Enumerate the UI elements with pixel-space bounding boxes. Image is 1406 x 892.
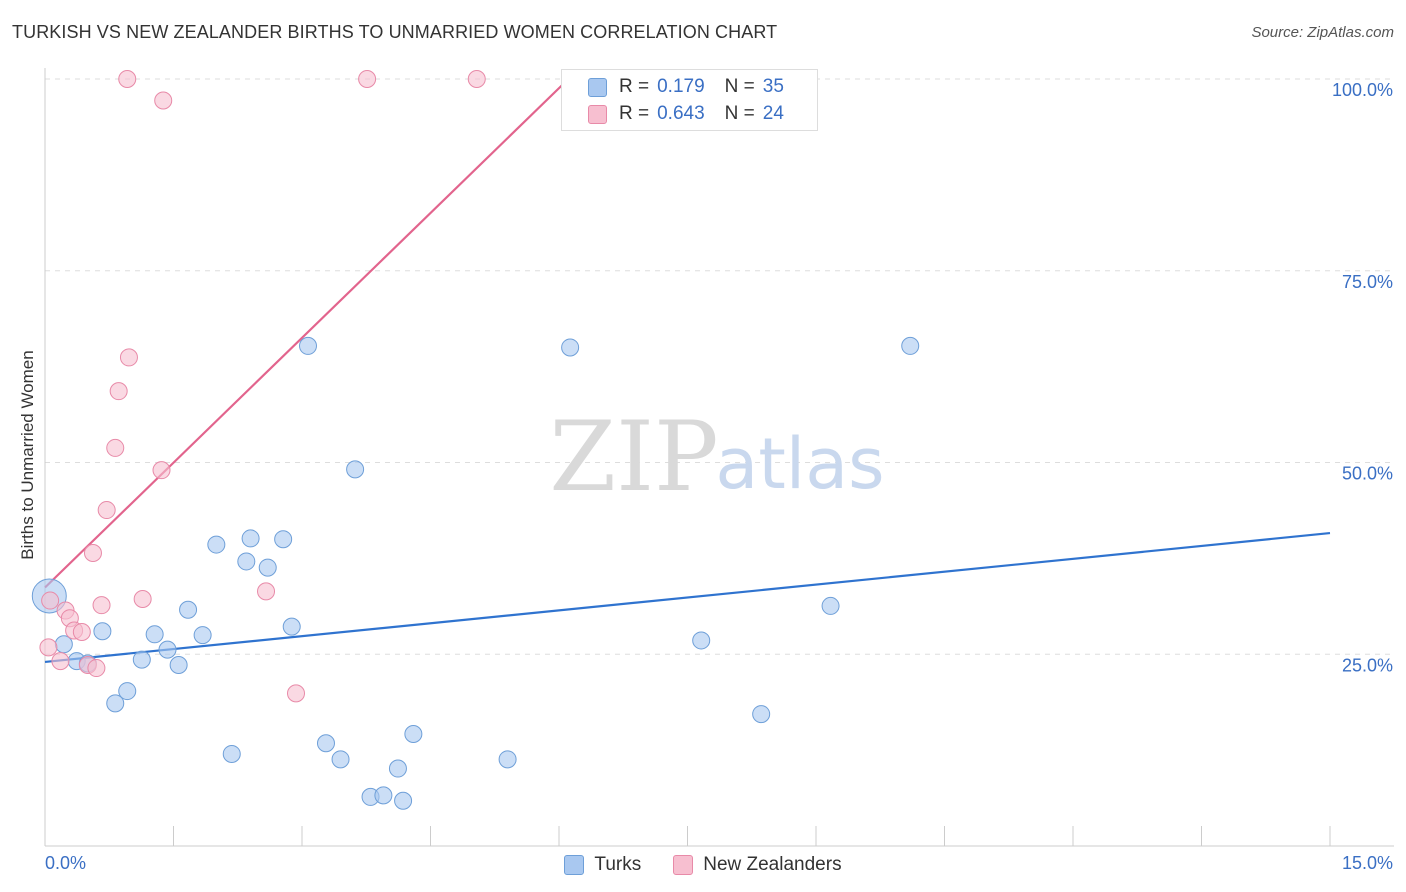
turks-point bbox=[132, 650, 151, 669]
watermark-zip: ZIP bbox=[549, 401, 718, 513]
turks-swatch bbox=[564, 855, 585, 875]
n-label: N = bbox=[724, 103, 755, 124]
legend-label-turks: Turks bbox=[594, 854, 642, 875]
turks-point bbox=[179, 600, 198, 619]
nz-point bbox=[133, 590, 152, 609]
turks-point bbox=[821, 596, 840, 615]
turks-point bbox=[274, 530, 293, 549]
nz-point bbox=[92, 596, 111, 615]
turks-point bbox=[118, 682, 137, 701]
turks-point bbox=[394, 791, 413, 810]
axes bbox=[44, 68, 1394, 847]
turks-point bbox=[258, 558, 277, 577]
turks-point bbox=[298, 336, 317, 355]
turks-point bbox=[331, 750, 350, 769]
r-label: R = bbox=[619, 76, 650, 97]
turks-point bbox=[901, 336, 920, 355]
nz-point bbox=[51, 652, 70, 671]
watermark: ZIP atlas bbox=[549, 401, 884, 513]
chart-source: Source: ZipAtlas.com bbox=[1251, 24, 1394, 41]
legend-item-turks[interactable]: Turks bbox=[564, 854, 641, 876]
nz-point bbox=[287, 684, 306, 703]
nz-point bbox=[106, 438, 125, 457]
legend-item-new-zealanders[interactable]: New Zealanders bbox=[673, 854, 842, 876]
nz-point bbox=[119, 348, 138, 367]
turks-point bbox=[158, 640, 177, 659]
y-tick-label: 75.0% bbox=[1342, 272, 1393, 292]
stats-legend-row-nz: R = 0.643 N = 24 bbox=[588, 102, 784, 126]
turks-point bbox=[752, 705, 771, 724]
watermark-atlas: atlas bbox=[715, 423, 884, 505]
turks-point bbox=[282, 617, 301, 636]
turks-point bbox=[106, 694, 125, 713]
turks-point bbox=[222, 744, 241, 763]
nz-point bbox=[118, 70, 137, 88]
nz-point bbox=[41, 591, 60, 610]
nz-point bbox=[109, 382, 128, 401]
turks-point bbox=[145, 625, 164, 644]
turks-point bbox=[374, 786, 393, 805]
r-value: 0.643 bbox=[657, 103, 705, 124]
turks-point bbox=[93, 622, 112, 641]
nz-point bbox=[87, 659, 106, 678]
trend-lines bbox=[44, 78, 1331, 664]
nz-point bbox=[97, 501, 116, 520]
x-tick-label: 0.0% bbox=[45, 853, 86, 873]
y-tick-label: 100.0% bbox=[1332, 80, 1393, 100]
n-value: 24 bbox=[762, 103, 784, 124]
nz-point bbox=[72, 623, 91, 642]
stats-legend: R = 0.179 N = 35 R = 0.643 N = 24 bbox=[561, 69, 818, 131]
turks-point bbox=[498, 750, 517, 769]
turks-point bbox=[237, 552, 256, 571]
r-value: 0.179 bbox=[657, 76, 705, 97]
turks-point bbox=[207, 535, 226, 554]
n-label: N = bbox=[724, 76, 755, 97]
nz-point bbox=[358, 70, 377, 88]
nz-swatch bbox=[588, 104, 607, 124]
series-legend: Turks New Zealanders bbox=[0, 852, 1406, 878]
turks-point bbox=[316, 734, 335, 753]
turks-swatch bbox=[588, 77, 607, 97]
turks-point bbox=[346, 460, 365, 479]
nz-point bbox=[39, 638, 58, 657]
nz-point bbox=[467, 70, 486, 88]
nz-trend-line bbox=[44, 78, 570, 589]
stats-legend-row-turks: R = 0.179 N = 35 bbox=[588, 75, 784, 99]
nz-point bbox=[152, 461, 171, 480]
y-tick-label: 25.0% bbox=[1342, 655, 1393, 675]
y-tick-label: 50.0% bbox=[1342, 464, 1393, 484]
turks-point bbox=[241, 529, 260, 548]
legend-label-new-zealanders: New Zealanders bbox=[703, 854, 842, 875]
chart-title: TURKISH VS NEW ZEALANDER BIRTHS TO UNMAR… bbox=[12, 22, 778, 42]
n-value: 35 bbox=[762, 76, 784, 97]
nz-swatch bbox=[673, 855, 694, 875]
tick-labels: 25.0% 50.0% 75.0% 100.0% 0.0% 15.0% bbox=[45, 80, 1393, 873]
turks-point bbox=[404, 725, 423, 744]
turks-point bbox=[692, 631, 711, 650]
turks-point bbox=[561, 338, 580, 357]
turks-point bbox=[388, 759, 407, 778]
turks-point bbox=[193, 626, 212, 645]
x-tick-label: 15.0% bbox=[1342, 853, 1393, 873]
turks-point bbox=[169, 655, 188, 674]
r-label: R = bbox=[619, 103, 650, 124]
nz-point bbox=[154, 91, 173, 110]
data-points bbox=[31, 70, 920, 810]
nz-point bbox=[257, 582, 276, 601]
turks-trend-line bbox=[44, 531, 1331, 664]
nz-point bbox=[83, 544, 102, 563]
